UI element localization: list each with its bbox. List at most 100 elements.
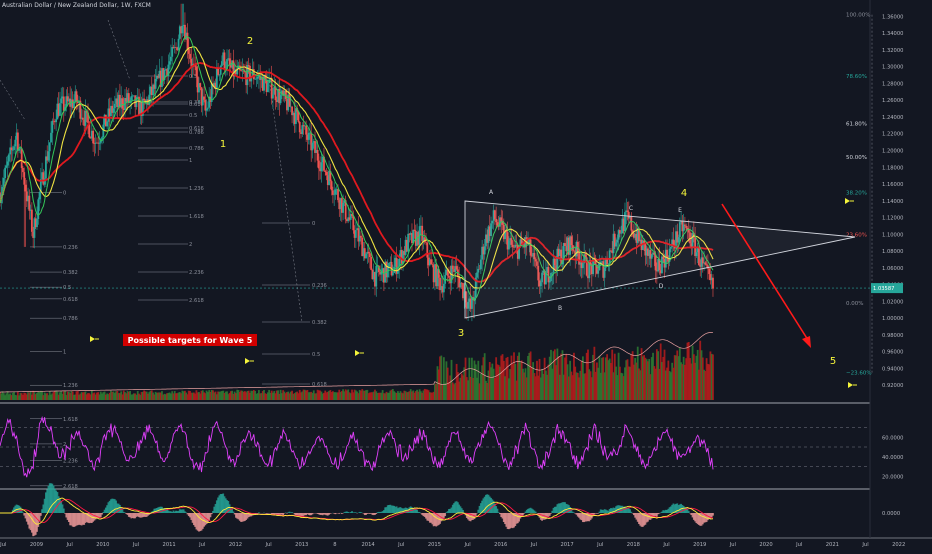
rsi-tick-label: 60.0000: [882, 435, 903, 441]
macd-histogram-bar: [40, 513, 42, 516]
candle-body: [460, 283, 462, 288]
candle-body: [305, 126, 307, 135]
macd-histogram-bar: [498, 512, 500, 513]
candle-body: [102, 125, 104, 138]
candle-body: [8, 154, 10, 161]
time-tick-label: 2017: [560, 542, 573, 548]
macd-histogram-bar: [659, 513, 661, 514]
candle-body: [5, 165, 7, 167]
fib-right-label: 61.80%: [846, 122, 867, 128]
candle-body: [203, 96, 205, 99]
price-tick-label: 1.24000: [882, 115, 903, 121]
price-tick-label: 1.20000: [882, 149, 903, 155]
candle-body: [113, 108, 115, 113]
candle-body: [17, 133, 19, 151]
fib-ext-label: 0.618: [312, 382, 327, 388]
rsi-tick-label: 40.0000: [882, 455, 903, 461]
time-tick-label: Jul: [530, 542, 537, 548]
candle-body: [196, 67, 198, 77]
price-tick-label: 1.08000: [882, 249, 903, 255]
price-tick-label: 1.02000: [882, 299, 903, 305]
candle-body: [171, 47, 173, 57]
candle-body: [388, 263, 390, 267]
candle-body: [14, 140, 16, 147]
time-tick-label: 8: [333, 542, 336, 548]
candle-body: [375, 266, 377, 287]
fib-left-label: 0.5: [63, 285, 71, 291]
candle-body: [31, 210, 33, 232]
candle-body: [206, 109, 208, 111]
candle-body: [333, 195, 335, 196]
macd-histogram-bar: [211, 513, 213, 514]
candle-body: [114, 104, 116, 108]
candle-body: [12, 150, 14, 151]
fib-mid-label: 2: [189, 242, 192, 248]
candle-body: [39, 192, 41, 199]
fib-top-label: 0.786: [189, 146, 204, 152]
fib-mid-label: 1: [189, 158, 192, 164]
candle-body: [85, 111, 87, 126]
candle-body: [175, 47, 177, 48]
fib-top-label: 0.618: [189, 126, 204, 132]
wave-label: 5: [830, 356, 836, 367]
triangle-point-label: B: [558, 305, 562, 312]
price-tick-label: 0.94000: [882, 366, 903, 372]
candle-body: [369, 253, 371, 257]
candle-body: [59, 103, 61, 116]
candle-body: [122, 98, 124, 108]
rsi-tick-label: 20.0000: [882, 474, 903, 480]
fib-mid-label: 1.236: [189, 186, 204, 192]
candle-body: [257, 77, 259, 79]
price-tick-label: 1.36000: [882, 14, 903, 20]
candle-body: [365, 254, 367, 259]
candle-body: [36, 219, 38, 227]
fib-mid-label: 1.618: [189, 214, 204, 220]
candle-body: [82, 118, 84, 120]
macd-histogram-bar: [523, 513, 525, 514]
time-tick-label: Jul: [861, 542, 868, 548]
fib-mid-label: 2.236: [189, 270, 204, 276]
price-tick-label: 0.92000: [882, 383, 903, 389]
candle-body: [7, 161, 9, 165]
fib-top-label: 0.5: [189, 113, 197, 119]
wave-label: 2: [247, 36, 253, 47]
candle-body: [318, 161, 320, 169]
candle-body: [13, 146, 15, 150]
price-tick-label: 0.98000: [882, 333, 903, 339]
wave-label: 1: [220, 139, 226, 150]
macd-histogram-bar: [712, 513, 714, 516]
candle-body: [368, 252, 370, 253]
candle-body: [76, 91, 78, 102]
candle-body: [21, 148, 23, 168]
candle-body: [207, 108, 209, 109]
fib-left-label: 0.618: [63, 297, 78, 303]
fib-right-label: 100.00%: [846, 13, 870, 19]
fib-ext-label: 0: [312, 221, 315, 227]
candle-body: [426, 243, 428, 258]
fib-left-label: 0.382: [63, 270, 78, 276]
time-tick-label: 2020: [759, 542, 772, 548]
candle-body: [220, 66, 222, 75]
time-tick-label: Jul: [662, 542, 669, 548]
macd-histogram-bar: [444, 513, 446, 516]
time-tick-label: 2011: [163, 542, 176, 548]
candle-body: [217, 68, 219, 75]
candle-body: [4, 168, 6, 178]
time-tick-label: 2021: [826, 542, 839, 548]
time-tick-label: 2022: [892, 542, 905, 548]
macd-histogram-bar: [258, 512, 260, 513]
macd-histogram-bar: [22, 512, 24, 513]
time-tick-label: Jul: [463, 542, 470, 548]
candle-body: [448, 276, 450, 278]
price-tick-label: 1.28000: [882, 81, 903, 87]
price-tick-label: 1.06000: [882, 266, 903, 272]
candle-body: [407, 234, 409, 252]
fib-left-label: 1.236: [63, 383, 78, 389]
candle-body: [360, 236, 362, 238]
macd-histogram-bar: [63, 509, 65, 513]
candle-body: [272, 95, 274, 99]
wave-label: 4: [681, 188, 687, 199]
candle-body: [221, 61, 223, 66]
